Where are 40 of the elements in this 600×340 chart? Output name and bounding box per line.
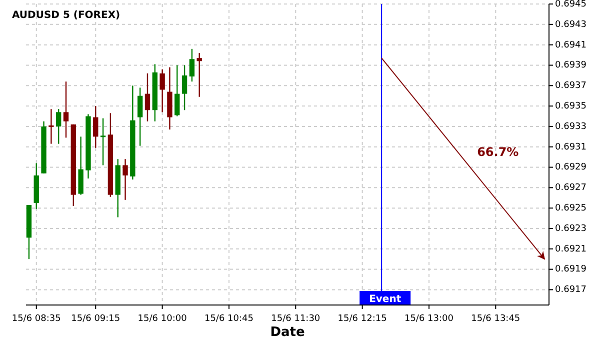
candlestick	[189, 48, 195, 82]
x-tick-label: 15/6 13:45	[471, 314, 520, 324]
candlestick	[93, 105, 98, 148]
y-tick-label: 0.6941	[555, 40, 586, 50]
x-axis-title: Date	[270, 325, 305, 340]
candlestick	[100, 118, 106, 166]
y-tick-label: 0.6917	[555, 285, 586, 296]
candlestick	[182, 64, 188, 111]
ref-line-label: Event	[369, 294, 402, 305]
y-tick-label: 0.6935	[555, 101, 586, 112]
candlestick	[56, 108, 62, 144]
y-tick-label: 0.6919	[555, 264, 587, 275]
x-tick-label: 15/6 10:45	[204, 314, 254, 324]
candlestick	[122, 158, 128, 201]
y-tick-label: 0.6943	[555, 20, 586, 30]
x-tick-label: 15/6 13:00	[404, 314, 454, 324]
candlestick	[160, 68, 165, 113]
y-tick-label: 0.6931	[555, 142, 586, 152]
text: AUDUSD 5 (FOREX)	[12, 10, 120, 21]
candlestick	[174, 64, 180, 117]
candlestick	[196, 52, 202, 98]
x-tick-label: 15/6 10:00	[138, 314, 188, 324]
candlestick	[144, 72, 150, 122]
y-tick-label: 0.6925	[555, 204, 586, 214]
y-tick-label: 0.6939	[555, 60, 587, 71]
x-tick-label: 15/6 12:15	[338, 314, 387, 324]
y-tick-label: 0.6933	[555, 122, 586, 132]
y-tick-label: 0.6927	[555, 183, 586, 194]
x-tick-label: 15/6 08:35	[12, 314, 61, 324]
y-tick-label: 0.6945	[555, 0, 586, 10]
x-tick-label: 15/6 09:15	[71, 314, 120, 324]
x-tick-label: 15/6 11:30	[271, 314, 320, 324]
candlestick	[63, 80, 69, 138]
y-tick-label: 0.6929	[555, 162, 587, 173]
y-tick-label: 0.6923	[555, 224, 586, 234]
y-tick-label: 0.6937	[555, 81, 586, 92]
candlestick	[48, 108, 54, 144]
annotation: 66.7%	[477, 144, 519, 159]
candlestick	[137, 87, 143, 146]
y-tick-label: 0.6921	[555, 244, 586, 254]
